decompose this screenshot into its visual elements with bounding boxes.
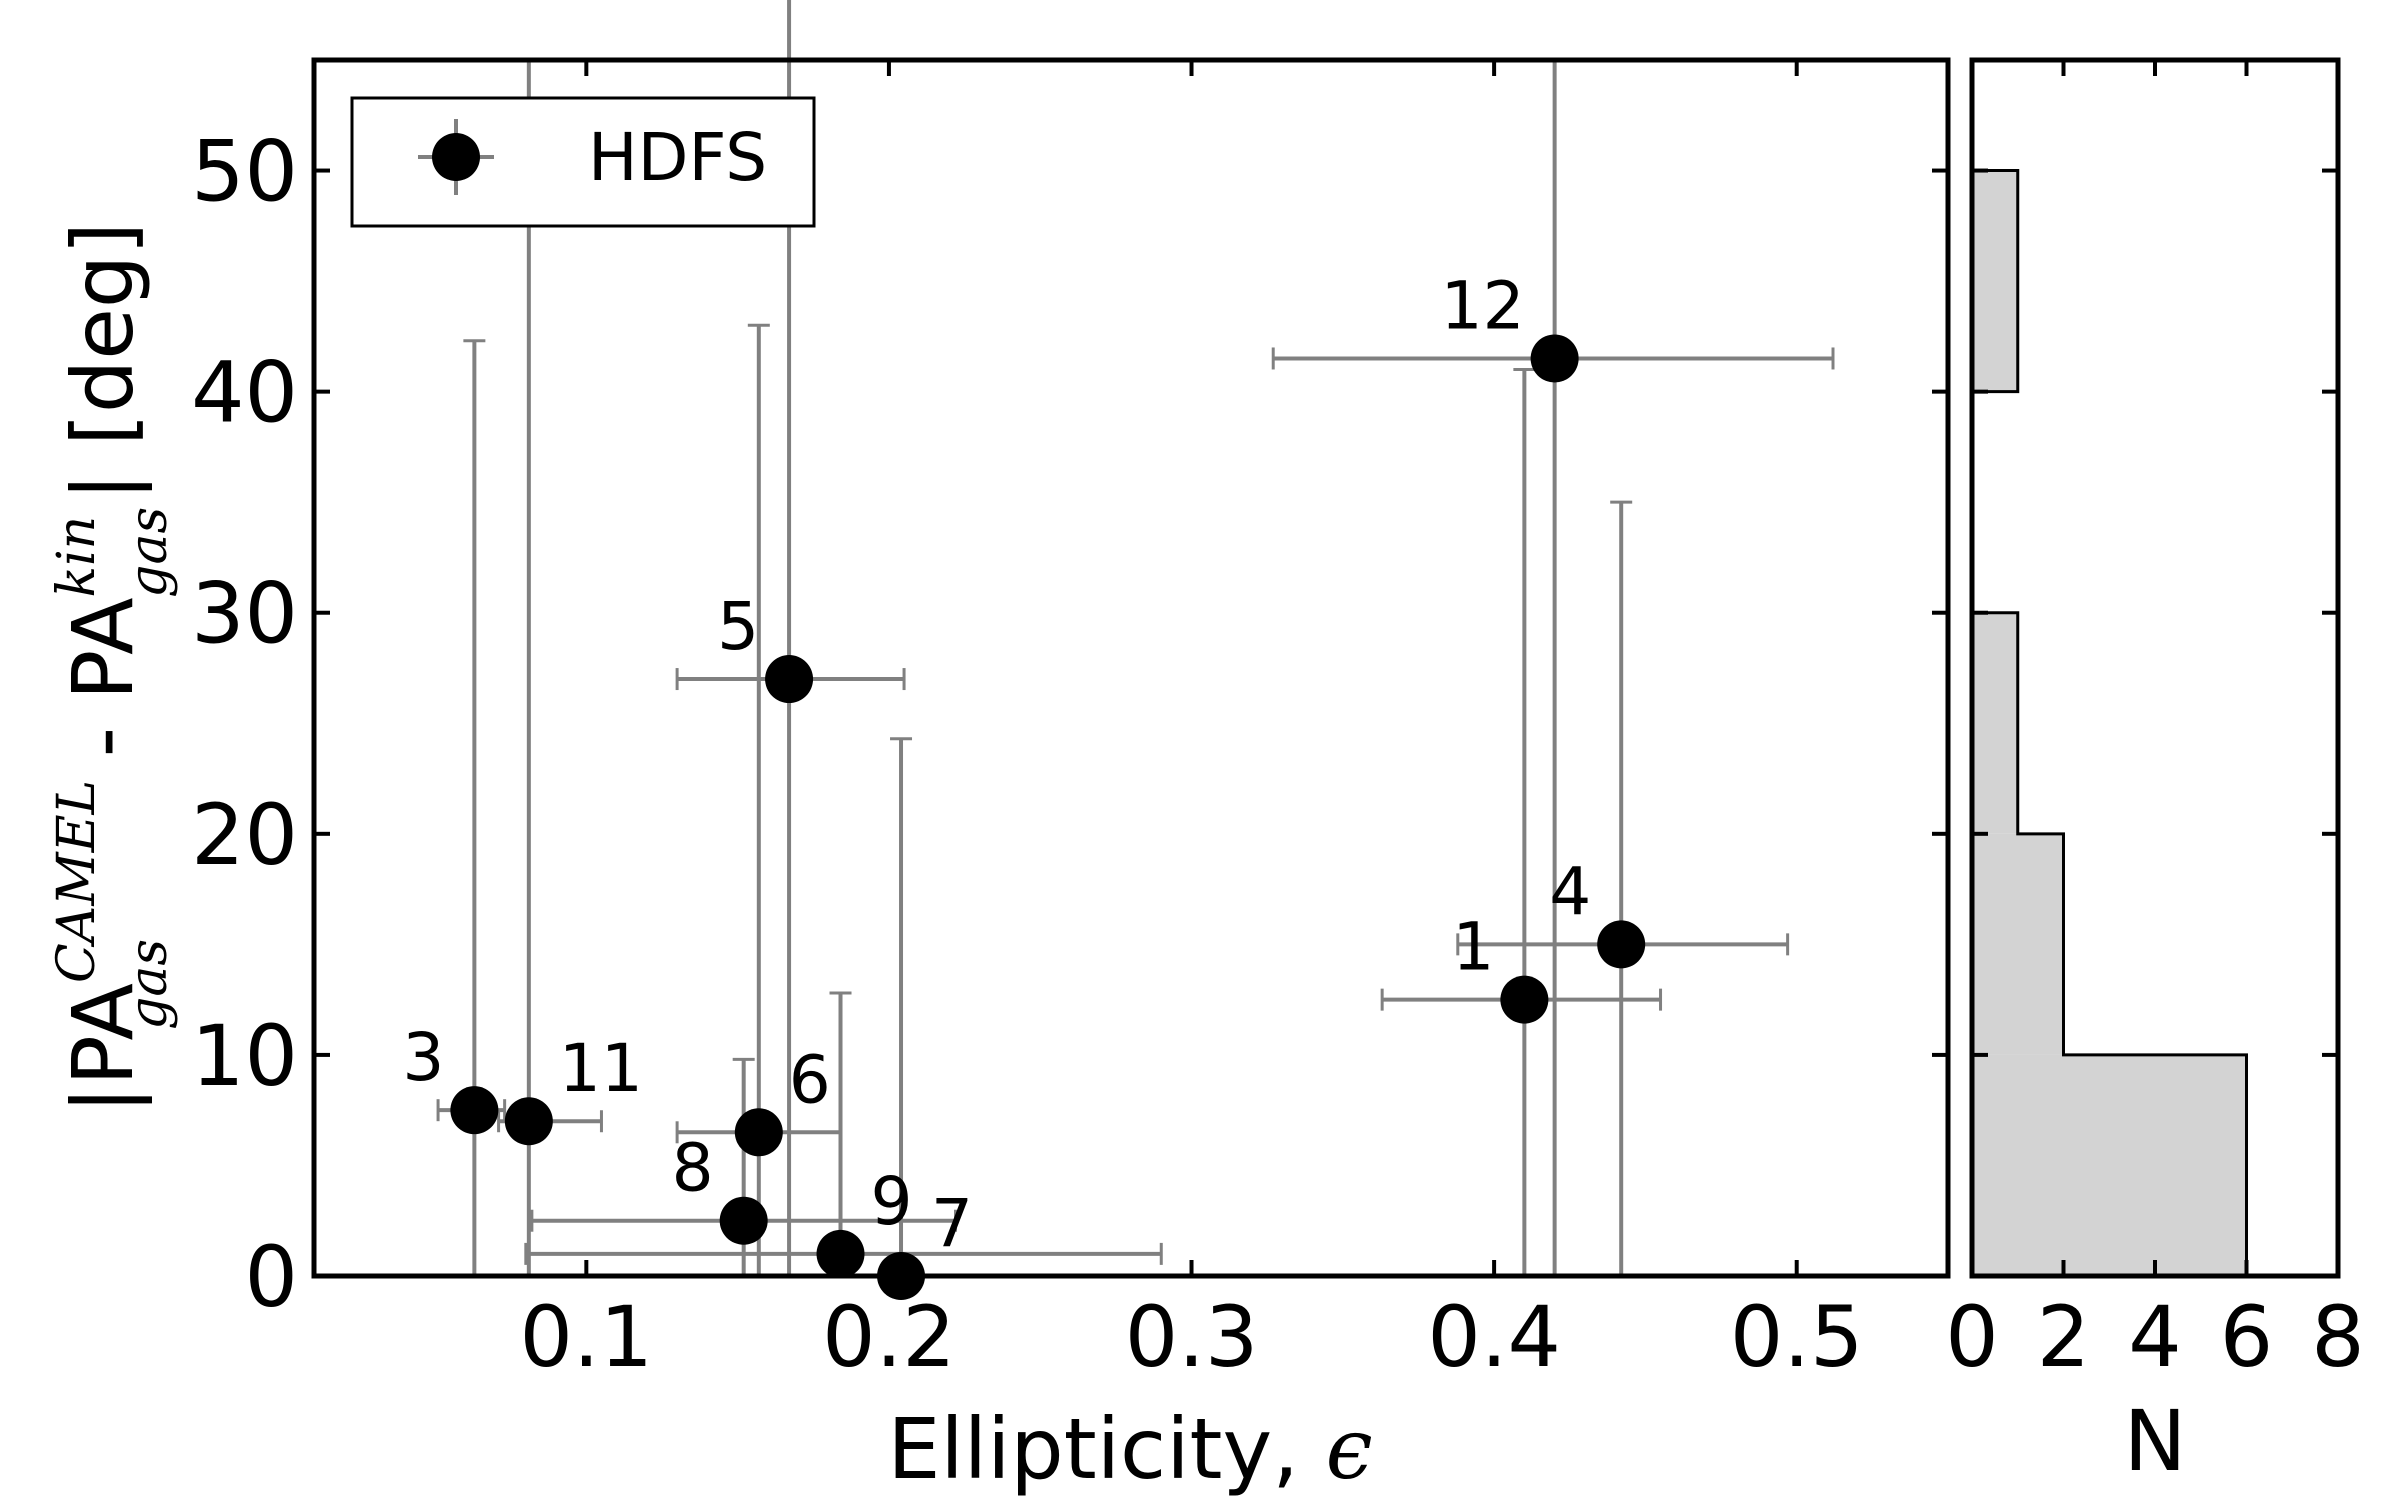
hist-x-tick-label-3: 6 <box>2220 1288 2273 1386</box>
hist-x-tick-label-1: 2 <box>2037 1288 2090 1386</box>
y-tick-label-3: 30 <box>191 565 298 663</box>
legend-dot <box>432 133 480 181</box>
x-tick-label-2: 0.3 <box>1125 1288 1259 1386</box>
histogram-bar-4 <box>1972 170 2018 392</box>
main-plot-frame <box>311 57 1951 1279</box>
y-tick-label-2: 20 <box>191 786 298 884</box>
y-title-sup1: CAMEL <box>47 780 107 983</box>
y-title-sub1: gas <box>119 939 179 1030</box>
data-point-4 <box>1597 920 1646 969</box>
y-tick-label-0: 0 <box>245 1228 298 1326</box>
point-label-6: 6 <box>789 1041 831 1118</box>
point-labels-layer: 1 3 4 5 6 7 8 9 11 12 <box>402 267 1591 1262</box>
histogram-outline <box>1970 169 2248 1278</box>
histogram-bars <box>1970 169 2248 1278</box>
legend-marker-icon <box>418 119 494 195</box>
histogram-y-ticks <box>1972 168 2338 1278</box>
hist-x-tick-label-4: 8 <box>2311 1288 2364 1386</box>
markers-layer <box>450 334 1646 1300</box>
y-title-mid: - PA <box>54 597 152 783</box>
y-title-close: | [deg] <box>54 222 152 501</box>
histogram-bar-1 <box>1972 833 2064 1055</box>
x-axis-title: Ellipticity, ϵ <box>887 1400 1372 1498</box>
point-label-5: 5 <box>717 588 759 665</box>
data-point-5 <box>765 655 814 704</box>
data-point-6 <box>734 1108 783 1157</box>
x-axis-title-text: Ellipticity, <box>887 1400 1325 1498</box>
point-label-8: 8 <box>672 1130 714 1207</box>
point-label-4: 4 <box>1549 853 1591 930</box>
y-title-sup2: kin <box>47 516 107 598</box>
histogram-bar-2 <box>1972 612 2018 834</box>
hist-x-tick-label-0: 0 <box>1945 1288 1998 1386</box>
point-label-9: 9 <box>871 1163 913 1240</box>
x-axis-title-symbol: ϵ <box>1326 1400 1373 1498</box>
legend-box <box>350 96 816 228</box>
point-label-1: 1 <box>1452 909 1494 986</box>
point-label-7: 7 <box>931 1185 973 1262</box>
y-tick-label-5: 50 <box>191 123 298 221</box>
y-axis-title: |PACAMELgas - PAkin gas| [deg] <box>47 222 179 1114</box>
histogram-bar-0 <box>1972 1054 2247 1276</box>
x-tick-label-1: 0.2 <box>822 1288 956 1386</box>
y-title-open: |PA <box>54 983 152 1114</box>
x-tick-label-0: 0.1 <box>520 1288 654 1386</box>
histogram-x-title: N <box>2124 1392 2187 1490</box>
main-scatter-plot: 1 3 4 5 6 7 8 9 11 12 0.1 0.2 0.3 0.4 0.5 0 10 20 30 40 50… <box>47 0 1951 1498</box>
point-label-11: 11 <box>559 1030 643 1107</box>
data-point-12 <box>1530 334 1579 383</box>
x-axis-ticks: 0.1 0.2 0.3 0.4 0.5 <box>520 60 1864 1386</box>
y-axis-ticks: 0 10 20 30 40 50 <box>191 123 1948 1326</box>
hist-x-tick-label-2: 4 <box>2128 1288 2181 1386</box>
y-tick-label-1: 10 <box>191 1007 298 1105</box>
y-tick-label-4: 40 <box>191 344 298 442</box>
x-tick-label-3: 0.4 <box>1427 1288 1561 1386</box>
data-point-11 <box>504 1097 553 1146</box>
legend: HDFS <box>350 96 816 228</box>
data-point-8 <box>719 1196 768 1245</box>
data-point-1 <box>1500 975 1549 1024</box>
data-point-3 <box>450 1086 499 1135</box>
x-tick-label-4: 0.5 <box>1730 1288 1864 1386</box>
point-label-12: 12 <box>1441 267 1525 344</box>
point-label-3: 3 <box>402 1019 444 1096</box>
legend-label: HDFS <box>588 119 767 196</box>
y-title-sub2: gas <box>119 507 179 598</box>
data-point-9 <box>816 1229 865 1278</box>
